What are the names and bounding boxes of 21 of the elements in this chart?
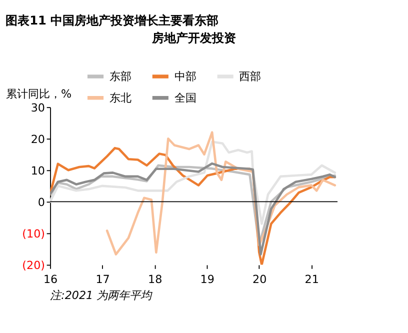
x-tick-label: 17 bbox=[96, 272, 110, 286]
legend-label: 东北 bbox=[109, 92, 132, 105]
y-tick-label: 30 bbox=[30, 101, 45, 114]
legend-label: 全国 bbox=[174, 92, 196, 105]
x-tick-label: 18 bbox=[148, 272, 162, 286]
y-tick-label: (20) bbox=[22, 258, 45, 272]
chart-title: 图表11 中国房地产投资增长主要看东部 bbox=[6, 14, 219, 28]
x-tick-label: 21 bbox=[304, 272, 319, 286]
text: 注:2021 为两年平均 bbox=[50, 289, 153, 302]
x-tick-label: 19 bbox=[200, 272, 214, 286]
x-tick-label: 16 bbox=[43, 272, 58, 286]
y-axis-title: 累计同比，% bbox=[6, 87, 72, 100]
legend-label: 中部 bbox=[174, 70, 196, 84]
legend-label: 西部 bbox=[239, 70, 262, 84]
x-tick-label: 20 bbox=[252, 272, 267, 286]
y-tick-label: 20 bbox=[30, 132, 45, 146]
chart-subtitle: 房地产开发投资 bbox=[150, 31, 236, 46]
legend-label: 东部 bbox=[109, 70, 132, 84]
y-tick-label: 10 bbox=[30, 164, 45, 178]
y-tick-label: (10) bbox=[22, 227, 45, 240]
y-tick-label: 0 bbox=[38, 196, 45, 209]
